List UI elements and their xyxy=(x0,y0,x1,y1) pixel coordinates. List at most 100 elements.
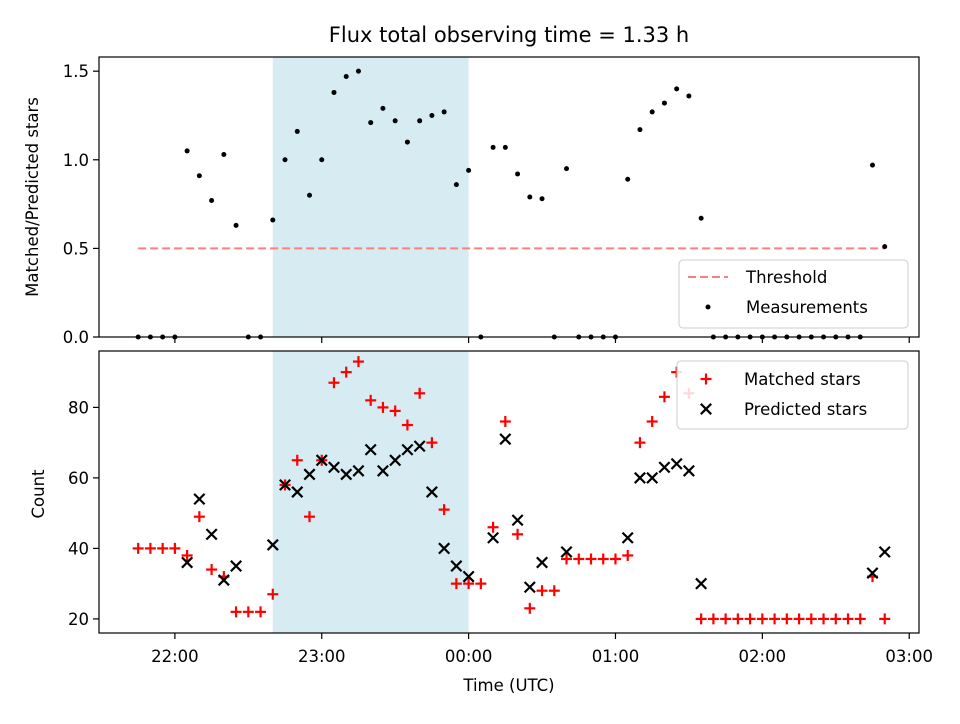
predicted-star-point xyxy=(279,478,292,491)
predicted-star-point-b xyxy=(487,531,500,544)
measurement-point xyxy=(686,93,692,99)
matched-star-point xyxy=(401,419,413,431)
matched-star-point xyxy=(854,613,866,625)
matched-star-point xyxy=(658,391,670,403)
predicted-star-point-b xyxy=(291,486,304,498)
predicted-star-point xyxy=(352,464,365,477)
top-y-ticks: 0.0 0.5 1.0 1.5 xyxy=(63,62,99,347)
matched-star-point xyxy=(463,578,475,590)
matched-star-point xyxy=(475,578,487,590)
predicted-star-point xyxy=(462,570,475,583)
measurement-point xyxy=(184,148,190,154)
predicted-star-point xyxy=(376,464,389,477)
top-ytick-label: 1.5 xyxy=(63,62,89,81)
predicted-star-point-b xyxy=(364,443,377,456)
predicted-star-point xyxy=(205,528,218,541)
top-ytick-label: 0.5 xyxy=(63,239,89,258)
predicted-star-point-b xyxy=(560,545,573,558)
predicted-star-point xyxy=(291,486,304,498)
predicted-star-point xyxy=(181,556,194,569)
matched-star-point xyxy=(573,553,585,565)
matched-star-point xyxy=(193,511,205,523)
matched-star-point xyxy=(377,401,389,413)
predicted-star-point xyxy=(695,577,708,590)
measurement-point xyxy=(392,118,398,124)
matched-star-point xyxy=(438,504,450,516)
measurement-point xyxy=(490,144,496,150)
measurement-point xyxy=(625,176,631,182)
bottom-legend: Matched stars Predicted stars xyxy=(676,360,909,430)
matched-star-point xyxy=(291,454,303,466)
predicted-star-point xyxy=(646,471,659,484)
matched-star-point xyxy=(499,416,511,427)
predicted-star-point xyxy=(328,461,340,474)
bottom-x-ticks: 22:00 23:00 00:00 01:00 02:00 03:00 xyxy=(151,633,933,666)
matched-star-point xyxy=(707,613,719,625)
top-panel: 0.0 0.5 1.0 1.5 Flux total observing time =… xyxy=(23,23,920,347)
matched-star-point xyxy=(157,542,169,554)
matched-star-point xyxy=(720,613,732,625)
legend-measurements-label: Measurements xyxy=(746,298,868,317)
bottom-xtick-label: 22:00 xyxy=(151,647,199,666)
matched-star-point xyxy=(169,542,181,554)
measurement-point xyxy=(417,118,423,124)
bottom-legend-box xyxy=(676,360,909,430)
matched-star-point xyxy=(255,606,267,618)
predicted-star-point xyxy=(536,556,549,569)
bottom-ytick-label: 80 xyxy=(68,398,89,417)
matched-star-point xyxy=(597,553,609,565)
predicted-star-point xyxy=(866,567,879,580)
matched-star-point xyxy=(585,553,597,565)
measurement-point xyxy=(502,144,508,150)
matched-star-point xyxy=(646,416,658,427)
matched-star-point xyxy=(206,564,218,576)
measurement-point xyxy=(380,105,386,111)
predicted-star-point-b xyxy=(230,560,243,573)
predicted-star-point xyxy=(511,514,524,527)
predicted-star-point xyxy=(487,531,500,544)
matched-star-point xyxy=(744,613,756,625)
predicted-star-point-b xyxy=(878,545,891,558)
predicted-star-point xyxy=(682,464,695,477)
predicted-star-point xyxy=(303,468,316,481)
predicted-star-point-b xyxy=(401,443,414,456)
bottom-xtick-label: 00:00 xyxy=(445,647,493,666)
measurement-point xyxy=(661,100,667,106)
measurement-point xyxy=(343,73,349,79)
measurement-point xyxy=(319,157,325,163)
matched-star-point xyxy=(450,578,462,590)
legend-matched-marker xyxy=(700,373,712,385)
legend-predicted-swatch xyxy=(700,403,712,415)
legend-predicted-marker xyxy=(700,403,712,415)
matched-star-point xyxy=(181,549,193,561)
bottom-y-ticks: 20 40 60 80 xyxy=(68,398,99,629)
matched-star-point xyxy=(609,553,621,565)
predicted-star-point-b xyxy=(352,464,365,477)
predicted-star-point-b xyxy=(633,471,646,484)
measurement-point xyxy=(355,68,361,74)
top-axes-frame xyxy=(98,56,920,338)
bottom-xtick-label: 03:00 xyxy=(885,647,933,666)
matched-star-point xyxy=(487,521,499,533)
legend-predicted-label: Predicted stars xyxy=(744,400,867,419)
predicted-star-point-b xyxy=(536,556,549,569)
measurement-point xyxy=(515,171,521,177)
predicted-star-point-b xyxy=(462,570,475,583)
measurement-point xyxy=(441,109,447,115)
measurement-point xyxy=(869,162,875,168)
matched-star-point xyxy=(524,602,536,614)
matched-star-point xyxy=(548,585,560,597)
predicted-star-point xyxy=(523,581,536,594)
matched-star-point xyxy=(365,394,377,406)
predicted-star-point-b xyxy=(438,542,451,555)
predicted-star-point xyxy=(560,545,573,558)
bottom-ytick-label: 40 xyxy=(68,539,89,558)
bottom-xtick-label: 02:00 xyxy=(739,647,787,666)
predicted-star-point-b xyxy=(205,528,218,541)
predicted-star-point xyxy=(217,574,230,587)
predicted-star-point-b xyxy=(181,556,194,569)
predicted-star-point-b xyxy=(425,486,438,498)
predicted-star-point-b xyxy=(695,577,708,590)
